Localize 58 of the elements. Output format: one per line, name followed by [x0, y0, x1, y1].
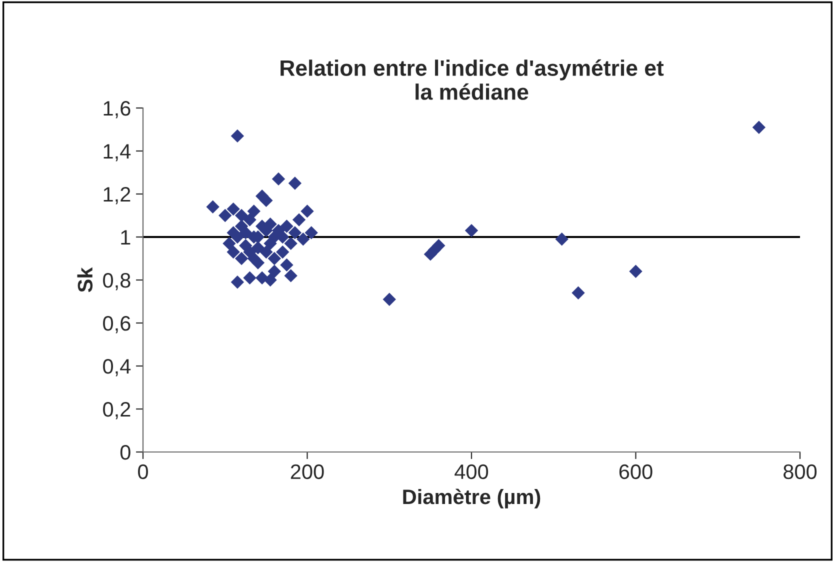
y-tick-label: 0,8 — [103, 273, 130, 290]
point — [296, 232, 310, 246]
point — [276, 245, 290, 259]
point — [264, 218, 277, 231]
point — [284, 269, 298, 282]
point — [226, 245, 240, 259]
point — [555, 232, 568, 246]
point — [272, 172, 286, 186]
y-tick-label: 0,4 — [103, 359, 131, 376]
y-tick-label: 1,4 — [104, 144, 131, 162]
point — [247, 252, 260, 266]
point — [284, 236, 298, 250]
point — [239, 239, 252, 252]
point — [234, 252, 248, 266]
y-tick-label: 0,2 — [103, 402, 130, 420]
point — [464, 224, 478, 238]
point — [382, 292, 396, 306]
y-tick-label: 1 — [121, 230, 130, 245]
point — [752, 120, 766, 134]
point — [218, 208, 232, 222]
x-tick-label: 200 — [290, 464, 324, 480]
point — [268, 252, 281, 266]
point — [206, 200, 220, 214]
point — [234, 208, 248, 222]
y-tick-label: 1,6 — [104, 101, 130, 118]
y-axis-title: Sk — [77, 267, 93, 292]
point — [280, 258, 294, 272]
point — [243, 271, 256, 284]
y-tick-label: 0 — [120, 445, 130, 460]
point — [247, 204, 260, 218]
point — [260, 245, 273, 259]
x-tick-label: 800 — [784, 464, 817, 480]
point — [629, 264, 642, 278]
point — [292, 213, 306, 226]
x-tick-label: 400 — [454, 464, 488, 480]
x-tick-label: 0 — [138, 464, 148, 480]
point — [304, 226, 318, 240]
point — [432, 239, 446, 252]
point — [288, 176, 302, 190]
point — [230, 276, 244, 289]
x-tick-label: 600 — [619, 464, 652, 480]
x-axis-title: Diamètre (µm) — [403, 488, 540, 508]
point — [243, 213, 256, 226]
point — [222, 236, 236, 250]
point — [226, 226, 240, 240]
point — [239, 226, 252, 240]
point — [288, 226, 302, 240]
y-tick-label: 0,6 — [103, 316, 130, 334]
point — [300, 204, 314, 218]
point — [280, 220, 294, 233]
chart-title: Relation entre l'indice d'asymétrie et la médiane — [280, 59, 664, 100]
point — [230, 129, 244, 143]
point — [226, 202, 240, 216]
y-tick-label: 1,2 — [104, 187, 130, 204]
point — [268, 264, 281, 278]
point — [255, 271, 269, 284]
point — [572, 286, 585, 300]
point — [260, 194, 273, 208]
